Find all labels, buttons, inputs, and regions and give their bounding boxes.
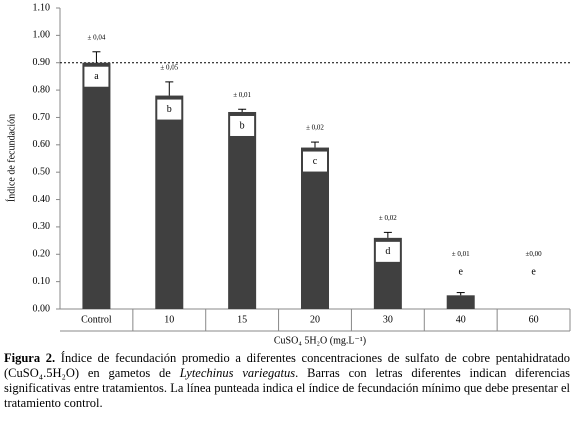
caption-text: Índice de fecundación promedio a diferen… xyxy=(4,351,570,380)
bar xyxy=(228,111,257,310)
error-label: ± 0,04 xyxy=(88,33,106,41)
error-label: ±0,00 xyxy=(526,250,543,258)
bar xyxy=(301,147,329,309)
letter-label: e xyxy=(531,266,536,277)
caption: Figura 2. Índice de fecundación promedio… xyxy=(4,351,570,411)
y-tick-label: 0.70 xyxy=(33,112,51,123)
bar xyxy=(82,62,111,310)
caption-text: . Barras con letras diferentes indican d… xyxy=(4,366,571,410)
y-tick-label: 0.20 xyxy=(33,249,51,260)
error-label: ± 0,02 xyxy=(379,214,397,222)
y-tick-label: 1.00 xyxy=(33,30,51,41)
error-label: ± 0,02 xyxy=(306,124,324,132)
y-axis-title: Índice de fecundación xyxy=(5,114,17,202)
letter-label: c xyxy=(313,156,318,167)
letter-box xyxy=(303,151,327,172)
x-tick-label: Control xyxy=(81,314,112,325)
bar xyxy=(446,295,475,309)
letter-label: b xyxy=(240,120,245,131)
letter-box xyxy=(84,66,109,87)
bar xyxy=(155,95,184,310)
letter-box xyxy=(375,241,400,262)
y-tick-label: 0.50 xyxy=(33,166,51,177)
letter-label: e xyxy=(458,266,463,277)
error-label: ± 0,01 xyxy=(233,91,251,99)
y-tick-label: 0.30 xyxy=(33,221,51,232)
letter-box xyxy=(157,99,182,120)
x-tick-label: 15 xyxy=(237,314,247,325)
error-label: ± 0,01 xyxy=(452,250,470,258)
y-tick-label: 0.60 xyxy=(33,139,51,150)
y-tick-label: 1.10 xyxy=(33,2,51,13)
x-tick-label: 30 xyxy=(383,314,393,325)
letter-box xyxy=(230,115,255,136)
x-tick-label: 60 xyxy=(529,314,539,325)
x-tick-label: 40 xyxy=(456,314,466,325)
x-tick-label: 20 xyxy=(310,314,320,325)
caption-species: Lytechinus variegatus xyxy=(179,366,296,380)
y-tick-label: 0.40 xyxy=(33,194,51,205)
letter-label: d xyxy=(385,246,390,257)
caption-label: Figura 2. xyxy=(4,351,56,365)
letter-label: b xyxy=(167,104,172,115)
y-tick-label: 0.00 xyxy=(33,303,51,314)
letter-label: a xyxy=(94,71,99,82)
error-label: ± 0,05 xyxy=(160,63,178,71)
y-tick-label: 0.80 xyxy=(33,84,51,95)
y-tick-label: 0.10 xyxy=(33,276,51,287)
x-tick-label: 10 xyxy=(164,314,174,325)
x-axis-title: CuSO₄ 5H₂O (mg.L⁻¹) xyxy=(274,335,366,346)
chart: Índice de fecundación CuSO₄ 5H₂O (mg.L⁻¹… xyxy=(5,2,571,346)
y-tick-label: 0.90 xyxy=(33,57,51,68)
